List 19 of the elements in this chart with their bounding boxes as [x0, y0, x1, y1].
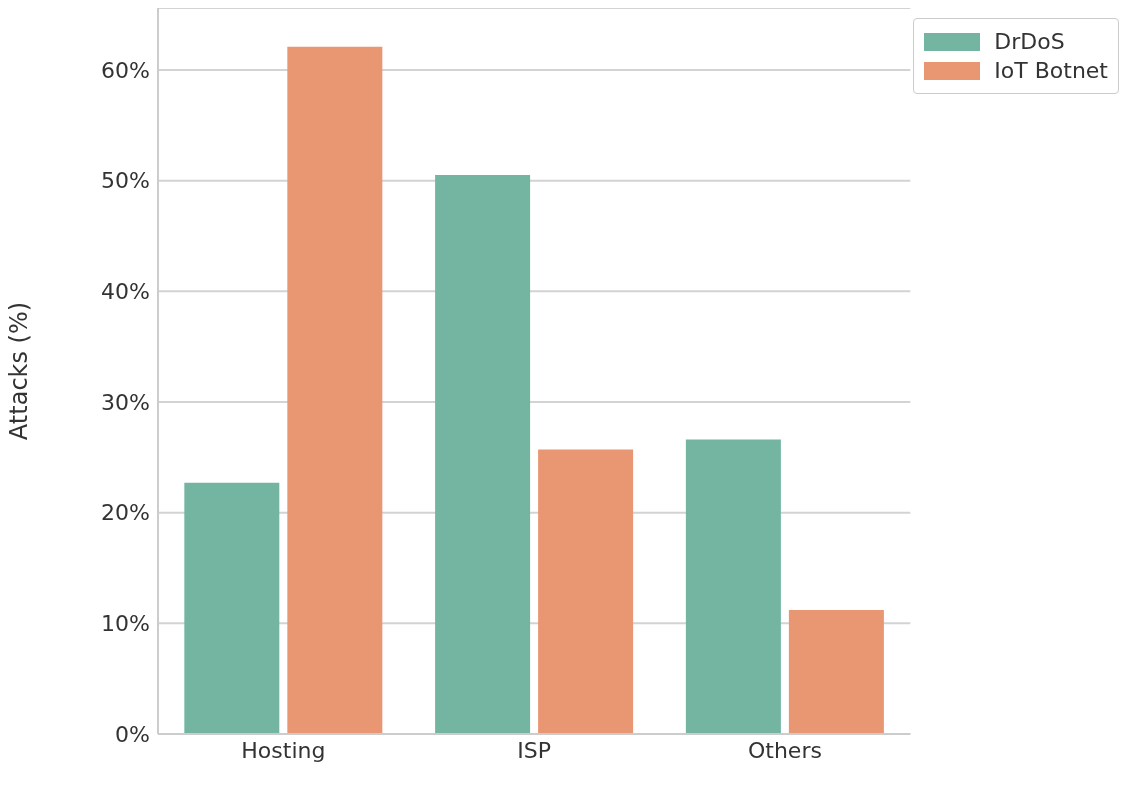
bar: [538, 449, 634, 734]
y-tick-label: 0%: [115, 721, 150, 747]
y-tick-label: 20%: [101, 500, 150, 526]
x-tick-label: ISP: [517, 737, 552, 763]
y-tick-label: 40%: [101, 279, 150, 305]
bar: [184, 482, 280, 734]
bar: [788, 610, 884, 734]
y-axis-title: Attacks (%): [4, 301, 33, 441]
y-tick-label: 60%: [101, 57, 150, 83]
x-tick-label: Others: [747, 737, 822, 763]
y-tick-label: 50%: [101, 168, 150, 194]
x-tick-label: Hosting: [241, 737, 326, 763]
bar: [287, 46, 383, 734]
bar: [435, 175, 531, 734]
y-tick-label: 30%: [101, 389, 150, 415]
legend-label: IoT Botnet: [994, 58, 1108, 83]
y-tick-label: 10%: [101, 611, 150, 637]
legend-label: DrDoS: [994, 29, 1065, 54]
bar: [685, 439, 781, 734]
